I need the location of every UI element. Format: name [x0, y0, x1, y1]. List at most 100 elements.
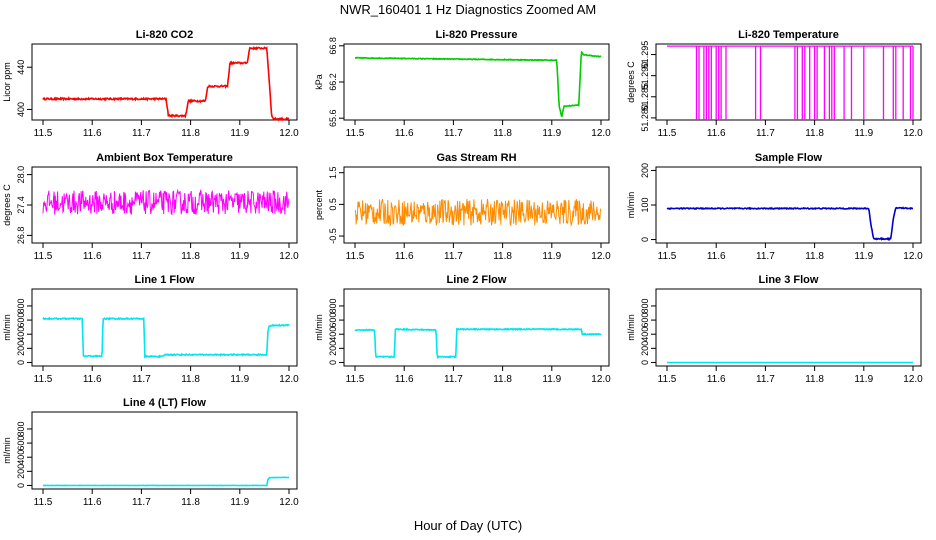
panel-7-series-line [42, 316, 290, 359]
panel-8-y-axis-label: ml/min [314, 314, 324, 341]
figure-x-axis-label: Hour of Day (UTC) [413, 518, 523, 533]
panel-10-series-line [42, 476, 289, 487]
panel-10-y-tick-label: 200 [16, 464, 26, 479]
panel-9-x-tick-label: 11.6 [707, 374, 726, 385]
panel-6-y-tick-label: 100 [640, 197, 650, 212]
panel-8-frame [343, 288, 610, 367]
panel-10-y-tick-label: 600 [16, 436, 26, 451]
panel-6-x-tick-label: 11.9 [854, 251, 873, 262]
panel-4-title: Ambient Box Temperature [96, 152, 233, 164]
panel-7-y-tick-label: 400 [16, 327, 26, 342]
panel-5-title: Gas Stream RH [436, 152, 516, 164]
panel-6-series-line [666, 206, 913, 241]
panel-10-x-tick-label: 11.6 [83, 497, 102, 508]
panel-1-title: Li-820 CO2 [136, 29, 193, 41]
panel-2-x-tick-label: 11.6 [395, 128, 414, 139]
panel-8-title: Line 2 Flow [447, 274, 507, 286]
panel-4-y-tick-label: 27.4 [16, 196, 26, 214]
panel-1-x-tick-label: 12.0 [279, 128, 299, 139]
panel-9-x-tick-label: 11.9 [854, 374, 873, 385]
panel-1-frame [31, 43, 298, 121]
panel-5-x-tick-label: 11.5 [346, 251, 365, 262]
panel-9-y-tick-label: 800 [640, 298, 650, 313]
panel-2-x-tick-label: 11.8 [493, 128, 512, 139]
panel-3-x-tick-label: 12.0 [903, 128, 923, 139]
panel-10-x-tick-label: 11.8 [181, 497, 200, 508]
panel-9-x-tick-label: 11.7 [756, 374, 775, 385]
panel-9-title: Line 3 Flow [759, 274, 819, 286]
panel-6-x-tick-label: 11.7 [756, 251, 775, 262]
panel-9-y-axis-label: ml/min [626, 314, 636, 341]
panel-2-x-tick-label: 12.0 [591, 128, 611, 139]
panel-3-y-axis-label: degrees C [626, 61, 636, 103]
panel-6-x-tick-label: 12.0 [903, 251, 923, 262]
panel-10-title: Line 4 (LT) Flow [123, 397, 206, 409]
panel-3-x-tick-label: 11.8 [805, 128, 824, 139]
panel-4-x-tick-label: 11.5 [34, 251, 53, 262]
panel-4-y-tick-label: 28.0 [16, 166, 26, 184]
panel-2-y-tick-label: 66.2 [328, 73, 338, 91]
panel-1-x-tick-label: 11.9 [230, 128, 249, 139]
panel-2-title: Li-820 Pressure [436, 29, 518, 41]
panel-2-y-axis-label: kPa [314, 74, 324, 90]
panel-6-y-tick-label: 0 [640, 237, 650, 242]
panel-3-y-tick-label: 51.285 [640, 83, 650, 111]
panel-2-x-tick-label: 11.5 [346, 128, 365, 139]
panel-9-y-tick-label: 400 [640, 327, 650, 342]
panel-3-y-tick-label: 51.295 [640, 41, 650, 69]
panel-7-frame [31, 288, 298, 367]
panel-7-x-tick-label: 11.7 [132, 374, 151, 385]
panel-5-x-tick-label: 11.8 [493, 251, 512, 262]
panel-7-y-tick-label: 800 [16, 298, 26, 313]
panel-7-x-tick-label: 11.6 [83, 374, 102, 385]
panel-8-y-tick-label: 400 [328, 327, 338, 342]
panel-7-x-tick-label: 12.0 [279, 374, 299, 385]
panel-6-x-tick-label: 11.5 [658, 251, 677, 262]
panel-3-x-tick-label: 11.9 [854, 128, 873, 139]
panel-1-series-line [42, 45, 290, 122]
panel-8-y-tick-label: 600 [328, 313, 338, 328]
panel-4-y-axis-label: degrees C [2, 184, 12, 226]
panel-10-x-tick-label: 11.5 [34, 497, 53, 508]
panel-1-x-tick-label: 11.6 [83, 128, 102, 139]
panel-4-x-tick-label: 11.6 [83, 251, 102, 262]
panel-8-x-tick-label: 11.8 [493, 374, 512, 385]
panel-4-y-tick-label: 26.8 [16, 227, 26, 245]
panel-2-frame [343, 43, 610, 121]
panel-7-y-axis-label: ml/min [2, 314, 12, 341]
panel-3-x-tick-label: 11.6 [707, 128, 726, 139]
panel-2-y-tick-label: 65.6 [328, 109, 338, 127]
panel-9-x-tick-label: 12.0 [903, 374, 923, 385]
panel-6-y-axis-label: ml/min [626, 192, 636, 219]
panel-9-x-tick-label: 11.8 [805, 374, 824, 385]
panel-8-x-tick-label: 12.0 [591, 374, 611, 385]
panel-6-x-tick-label: 11.6 [707, 251, 726, 262]
panel-9-frame [655, 288, 922, 367]
panel-1-y-axis-label: Licor ppm [2, 62, 12, 102]
panel-3-x-tick-label: 11.5 [658, 128, 677, 139]
panel-10-frame [31, 411, 298, 490]
panel-10-y-tick-label: 400 [16, 450, 26, 465]
panel-8-y-tick-label: 0 [328, 360, 338, 365]
panel-7-x-tick-label: 11.8 [181, 374, 200, 385]
panel-1-x-tick-label: 11.8 [181, 128, 200, 139]
panel-3-x-tick-label: 11.7 [756, 128, 775, 139]
panel-10-y-axis-label: ml/min [2, 437, 12, 464]
panel-3-title: Li-820 Temperature [738, 29, 839, 41]
panel-5-series-line [354, 198, 602, 228]
panel-7-x-tick-label: 11.5 [34, 374, 53, 385]
panel-6-frame [655, 166, 922, 244]
panel-1-y-tick-label: 440 [16, 60, 26, 75]
panel-8-x-tick-label: 11.5 [346, 374, 365, 385]
panel-5-x-tick-label: 11.9 [542, 251, 561, 262]
panel-4-x-tick-label: 11.7 [132, 251, 151, 262]
panel-3-series-line [667, 45, 914, 120]
panel-5-y-tick-label: -0.5 [328, 228, 338, 244]
panel-3-y-tick-label: 51.290 [640, 62, 650, 90]
panel-4-x-tick-label: 12.0 [279, 251, 299, 262]
panel-5-x-tick-label: 11.7 [444, 251, 463, 262]
panel-2-y-tick-label: 66.8 [328, 37, 338, 55]
panel-2-x-tick-label: 11.7 [444, 128, 463, 139]
panel-8-y-tick-label: 800 [328, 298, 338, 313]
